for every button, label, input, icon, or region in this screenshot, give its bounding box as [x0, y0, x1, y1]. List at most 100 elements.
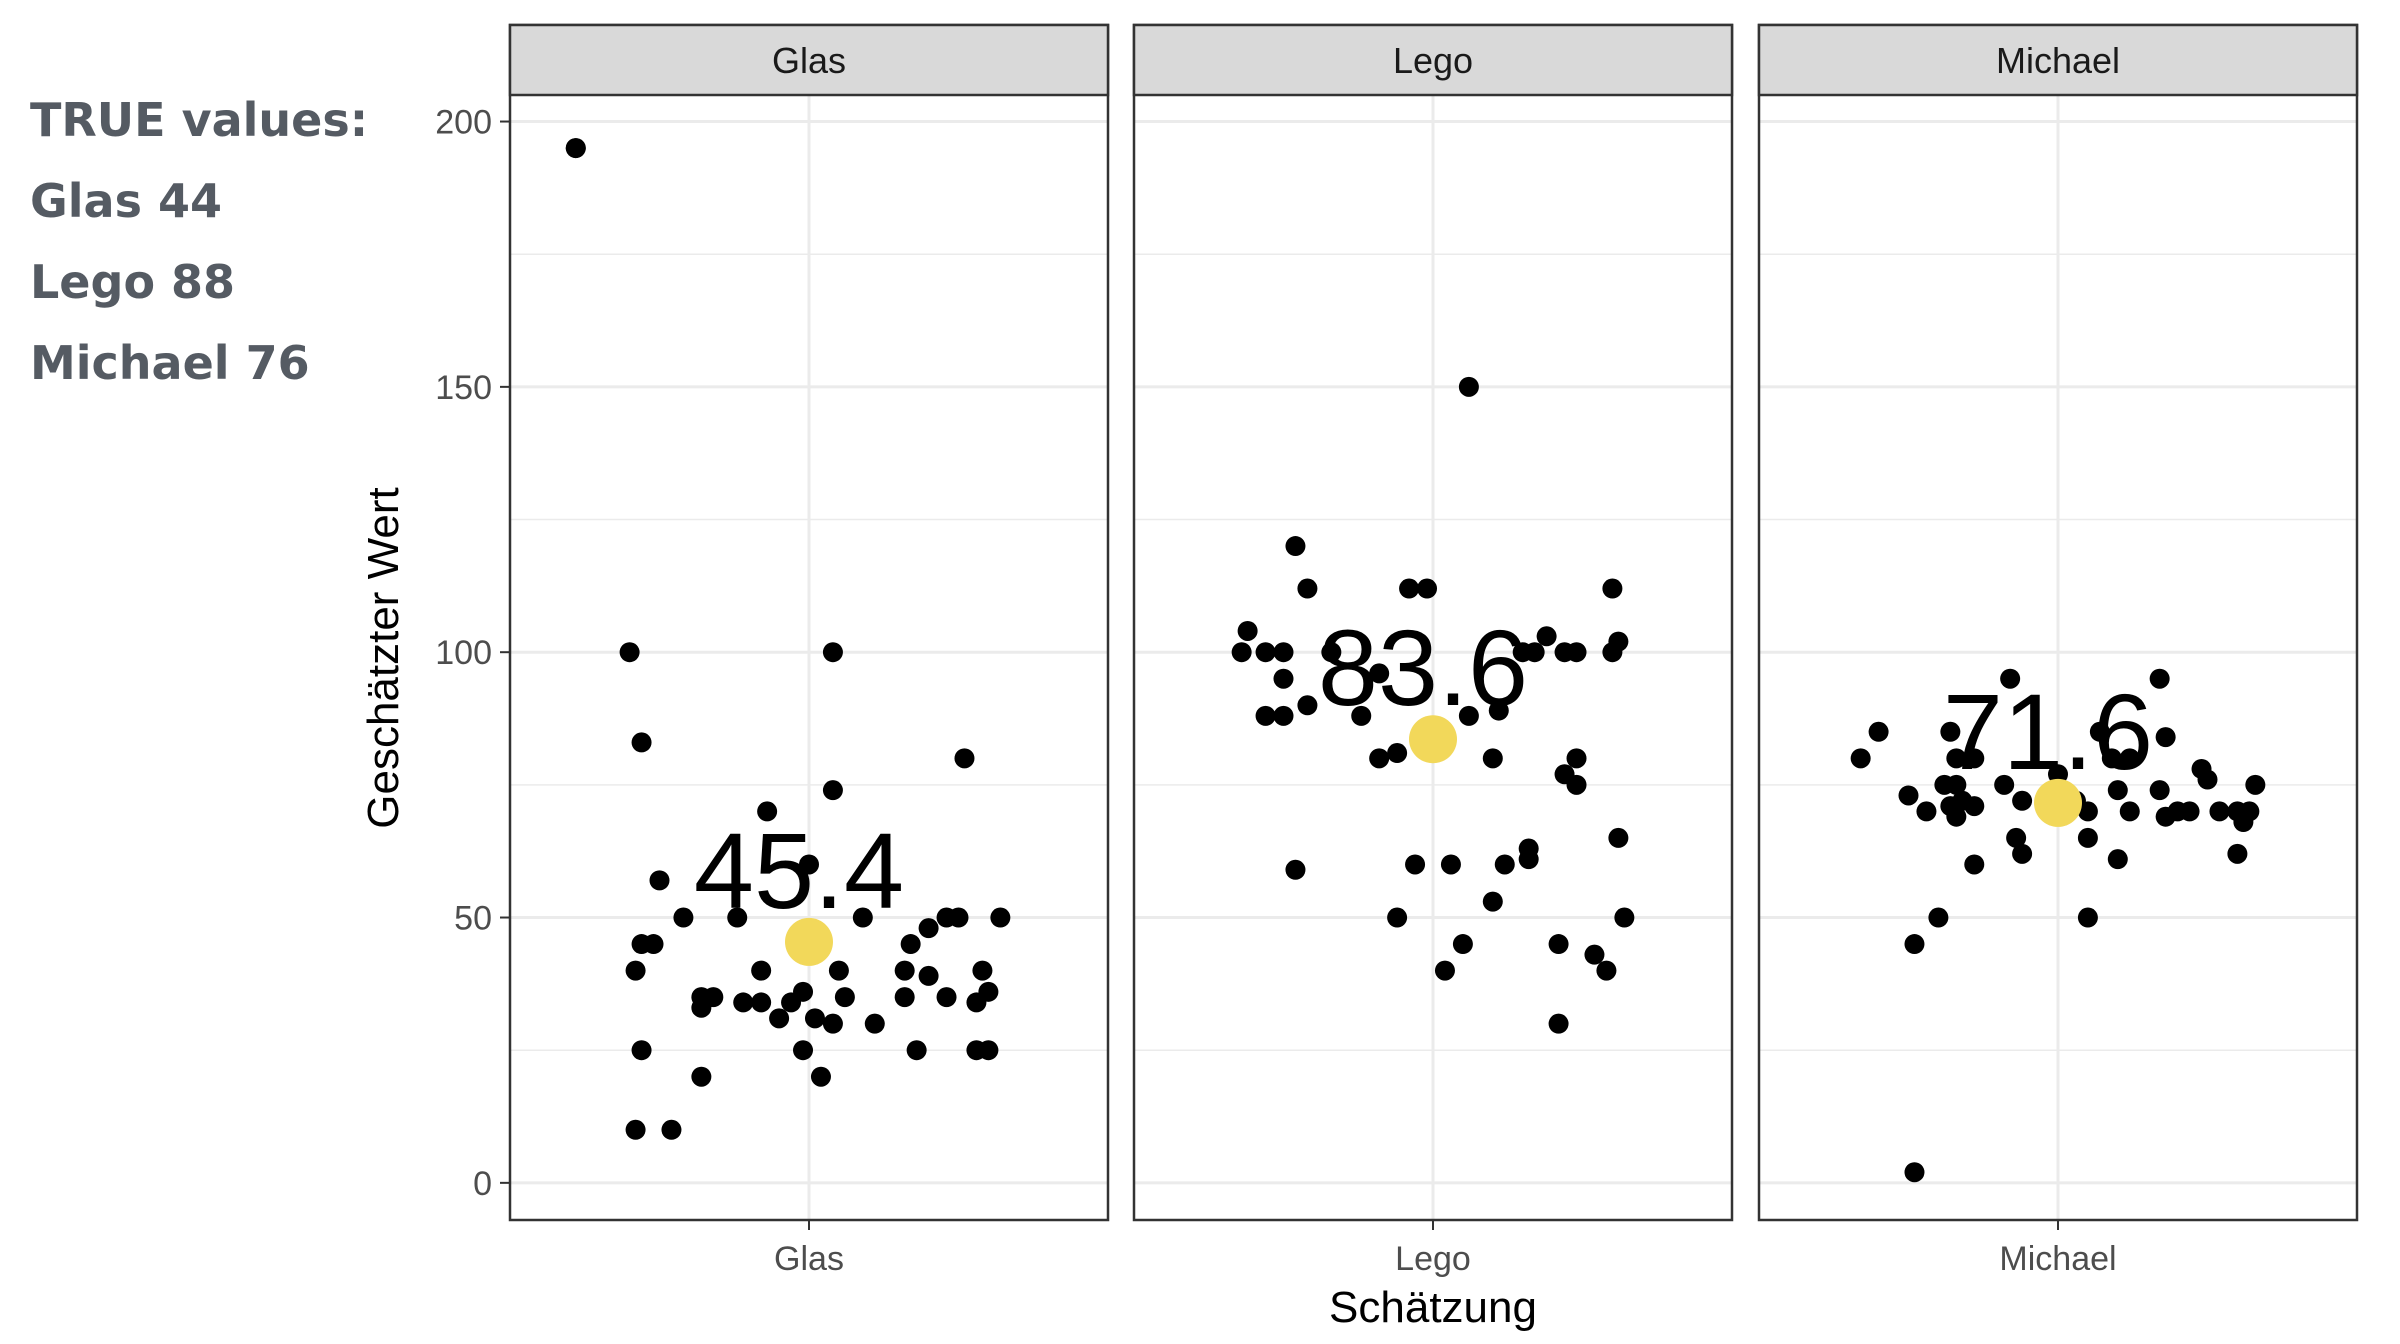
data-point — [631, 1040, 652, 1061]
data-point — [894, 987, 915, 1008]
data-point — [1946, 748, 1967, 769]
data-point — [1351, 705, 1372, 726]
data-point — [918, 965, 939, 986]
data-point — [751, 960, 772, 981]
data-point — [852, 907, 873, 928]
data-point — [1369, 748, 1390, 769]
data-point — [1904, 934, 1925, 955]
y-axis-title: Geschätzter Wert — [359, 487, 408, 829]
data-point — [631, 732, 652, 753]
data-point — [691, 997, 712, 1018]
data-point — [1614, 907, 1635, 928]
facet-strip — [1132, 23, 1734, 97]
data-point — [2107, 849, 2128, 870]
facet-strip-label: Glas — [772, 40, 846, 81]
data-point — [1440, 854, 1461, 875]
data-point — [1285, 536, 1306, 557]
data-point — [2149, 780, 2170, 801]
data-point — [1868, 721, 1889, 742]
true-value-michael: Michael 76 — [30, 336, 310, 390]
data-point — [1904, 1162, 1925, 1183]
data-point — [1524, 642, 1545, 663]
mean-label: 45.4 — [694, 810, 904, 931]
data-point — [2233, 812, 2254, 833]
data-point — [1584, 944, 1605, 965]
x-axis-title: Schätzung — [1329, 1283, 1537, 1332]
x-tick-label: Michael — [1999, 1240, 2116, 1278]
data-point — [1964, 854, 1985, 875]
data-point — [828, 960, 849, 981]
data-point — [1494, 854, 1515, 875]
mean-label: 83.6 — [1318, 607, 1528, 728]
data-point — [954, 748, 975, 769]
data-point — [1548, 1013, 1569, 1034]
data-point — [2077, 827, 2098, 848]
data-point — [1964, 748, 1985, 769]
data-point — [757, 801, 778, 822]
facet-strip — [508, 23, 1110, 97]
data-point — [2245, 774, 2266, 795]
data-point — [2119, 801, 2140, 822]
data-point — [1285, 859, 1306, 880]
data-point — [2155, 806, 2176, 827]
data-point — [1369, 663, 1390, 684]
facet-strip-label: Michael — [1996, 40, 2120, 81]
mean-point — [785, 917, 833, 966]
data-point — [1566, 748, 1587, 769]
data-point — [2179, 801, 2200, 822]
data-point — [1994, 774, 2015, 795]
data-point — [894, 960, 915, 981]
data-point — [1946, 774, 1967, 795]
data-point — [1850, 748, 1871, 769]
data-point — [769, 1008, 790, 1029]
y-tick-label: 100 — [435, 634, 492, 672]
data-point — [1255, 705, 1276, 726]
data-point — [565, 138, 586, 159]
data-point — [2155, 727, 2176, 748]
data-point — [1488, 700, 1509, 721]
data-point — [1566, 642, 1587, 663]
data-point — [1387, 743, 1408, 764]
data-point — [1608, 827, 1629, 848]
data-point — [1297, 578, 1318, 599]
data-point — [733, 992, 754, 1013]
data-point — [1273, 705, 1294, 726]
facet-strip-label: Lego — [1393, 40, 1473, 81]
data-point — [643, 934, 664, 955]
true-value-lego: Lego 88 — [30, 255, 236, 309]
mean-point — [2034, 778, 2082, 827]
mean-label: 71.6 — [1943, 671, 2153, 792]
data-point — [625, 1119, 646, 1140]
data-point — [1898, 785, 1919, 806]
data-point — [661, 1119, 682, 1140]
data-point — [864, 1013, 885, 1034]
data-point — [1940, 721, 1961, 742]
data-point — [1482, 891, 1503, 912]
data-point — [2077, 801, 2098, 822]
data-point — [1405, 854, 1426, 875]
true-value-glas: Glas 44 — [30, 174, 222, 228]
data-point — [1273, 642, 1294, 663]
data-point — [1297, 695, 1318, 716]
data-point — [822, 780, 843, 801]
data-point — [2012, 843, 2033, 864]
true-values-annotation: TRUE values: Glas 44 Lego 88 Michael 76 — [30, 80, 368, 404]
data-point — [804, 1008, 825, 1029]
data-point — [810, 1066, 831, 1087]
mean-point — [1409, 715, 1457, 764]
data-point — [2048, 764, 2068, 785]
data-point — [619, 642, 640, 663]
data-point — [1255, 642, 1276, 663]
data-point — [1458, 705, 1479, 726]
data-point — [727, 907, 748, 928]
y-tick-label: 50 — [454, 900, 492, 938]
data-point — [1602, 578, 1623, 599]
data-point — [1916, 801, 1937, 822]
data-point — [1566, 774, 1587, 795]
data-point — [1458, 376, 1479, 397]
data-point — [2119, 748, 2140, 769]
y-tick-label: 0 — [473, 1165, 492, 1203]
data-point — [1596, 960, 1617, 981]
data-point — [625, 960, 646, 981]
